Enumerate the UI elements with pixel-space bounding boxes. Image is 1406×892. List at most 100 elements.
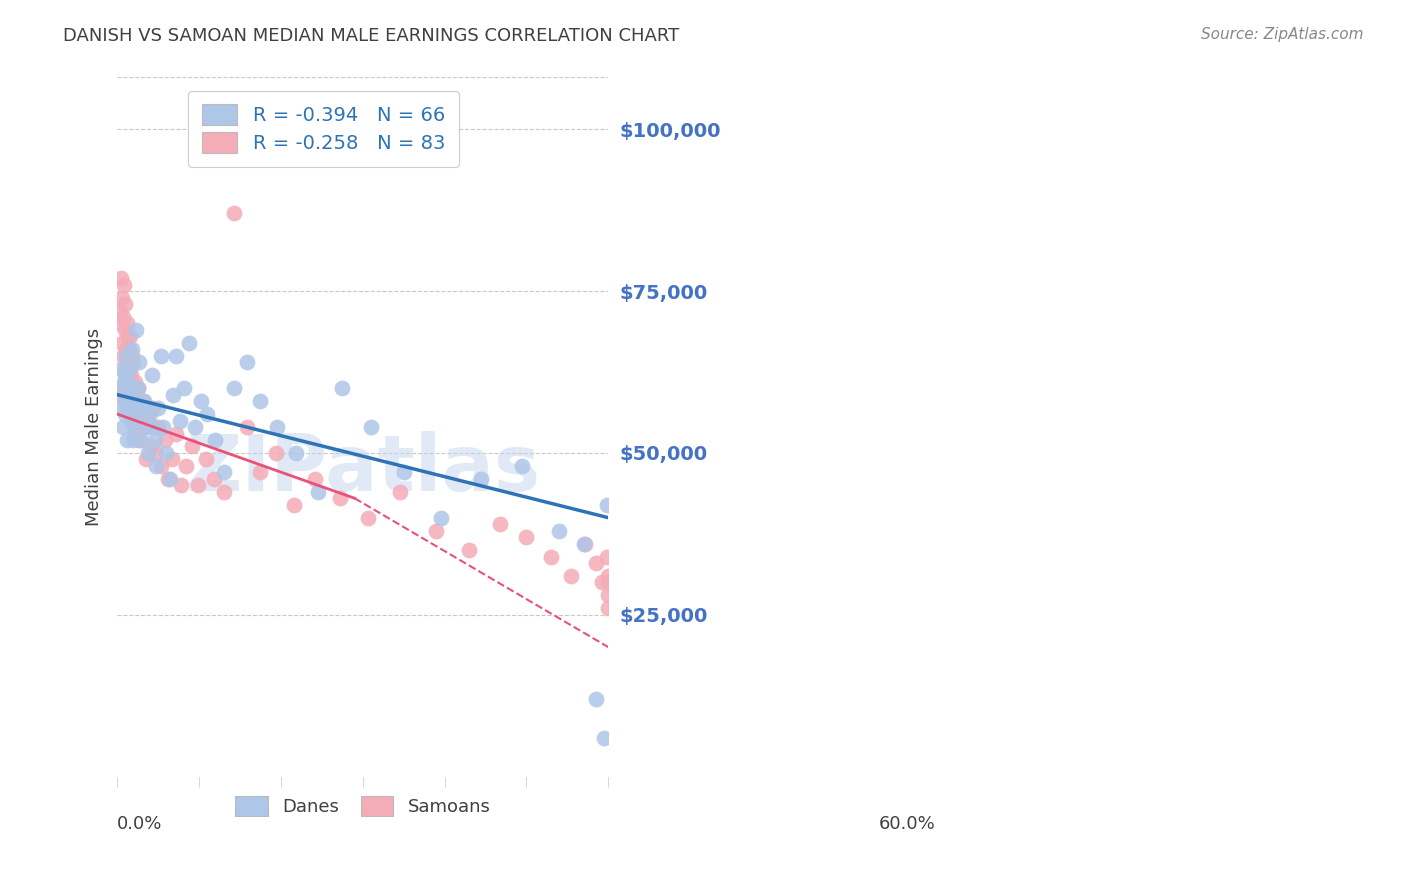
Point xyxy=(122,394,145,409)
Point xyxy=(145,446,167,460)
Point xyxy=(202,472,225,486)
Point xyxy=(114,297,136,311)
Point xyxy=(129,433,152,447)
Point xyxy=(121,349,143,363)
Point xyxy=(135,452,157,467)
Text: ZIPatlas: ZIPatlas xyxy=(186,431,540,507)
Point xyxy=(249,466,271,480)
Point xyxy=(165,349,187,363)
Point xyxy=(112,381,135,395)
Point xyxy=(139,407,162,421)
Point xyxy=(149,349,172,363)
Point xyxy=(388,484,411,499)
Point xyxy=(284,446,307,460)
Text: DANISH VS SAMOAN MEDIAN MALE EARNINGS CORRELATION CHART: DANISH VS SAMOAN MEDIAN MALE EARNINGS CO… xyxy=(63,27,679,45)
Point xyxy=(591,575,613,590)
Point xyxy=(117,329,139,343)
Point xyxy=(360,420,382,434)
Point xyxy=(135,420,157,434)
Point xyxy=(173,381,195,395)
Point xyxy=(174,458,197,473)
Point xyxy=(190,394,212,409)
Point xyxy=(114,368,136,383)
Point xyxy=(572,536,595,550)
Point xyxy=(127,407,149,421)
Point xyxy=(114,394,136,409)
Point xyxy=(142,420,165,434)
Point xyxy=(169,413,191,427)
Point xyxy=(598,601,620,615)
Point xyxy=(128,355,150,369)
Point xyxy=(110,303,132,318)
Point xyxy=(139,440,162,454)
Point xyxy=(179,335,201,350)
Point xyxy=(143,433,166,447)
Point xyxy=(145,458,167,473)
Point xyxy=(512,458,534,473)
Point xyxy=(111,335,134,350)
Point xyxy=(134,394,156,409)
Point xyxy=(249,394,271,409)
Point xyxy=(112,375,135,389)
Point xyxy=(329,491,352,506)
Point xyxy=(127,381,149,395)
Point xyxy=(127,381,149,395)
Point xyxy=(155,446,177,460)
Point xyxy=(115,349,138,363)
Point xyxy=(124,426,146,441)
Point xyxy=(110,387,132,401)
Point xyxy=(111,349,134,363)
Point xyxy=(392,466,415,480)
Point xyxy=(184,420,207,434)
Point xyxy=(136,446,159,460)
Point xyxy=(598,569,620,583)
Point xyxy=(425,524,447,538)
Point xyxy=(357,510,380,524)
Point xyxy=(160,452,183,467)
Point xyxy=(120,381,142,395)
Point xyxy=(110,271,132,285)
Point xyxy=(118,401,141,415)
Point xyxy=(120,329,142,343)
Point xyxy=(115,317,138,331)
Point xyxy=(585,692,607,706)
Point xyxy=(115,368,138,383)
Point xyxy=(141,368,163,383)
Point xyxy=(204,433,226,447)
Point xyxy=(111,291,134,305)
Point xyxy=(115,343,138,357)
Point xyxy=(115,401,138,415)
Point xyxy=(117,387,139,401)
Point xyxy=(153,433,176,447)
Point xyxy=(283,498,305,512)
Point xyxy=(598,588,620,602)
Point xyxy=(134,420,156,434)
Point xyxy=(108,381,131,395)
Point xyxy=(194,452,217,467)
Point xyxy=(224,381,246,395)
Point xyxy=(187,478,209,492)
Point xyxy=(122,394,145,409)
Point xyxy=(128,433,150,447)
Point xyxy=(121,343,143,357)
Point xyxy=(540,549,562,564)
Point xyxy=(264,446,287,460)
Point xyxy=(585,556,607,570)
Point xyxy=(136,413,159,427)
Point xyxy=(195,407,218,421)
Point xyxy=(180,440,202,454)
Point xyxy=(120,401,142,415)
Point xyxy=(489,517,512,532)
Point xyxy=(307,484,329,499)
Point xyxy=(142,401,165,415)
Point xyxy=(429,510,451,524)
Point xyxy=(114,407,136,421)
Point xyxy=(117,375,139,389)
Point xyxy=(118,361,141,376)
Point xyxy=(131,394,153,409)
Point xyxy=(129,407,152,421)
Point xyxy=(598,575,620,590)
Point xyxy=(118,387,141,401)
Point xyxy=(117,343,139,357)
Point xyxy=(574,536,596,550)
